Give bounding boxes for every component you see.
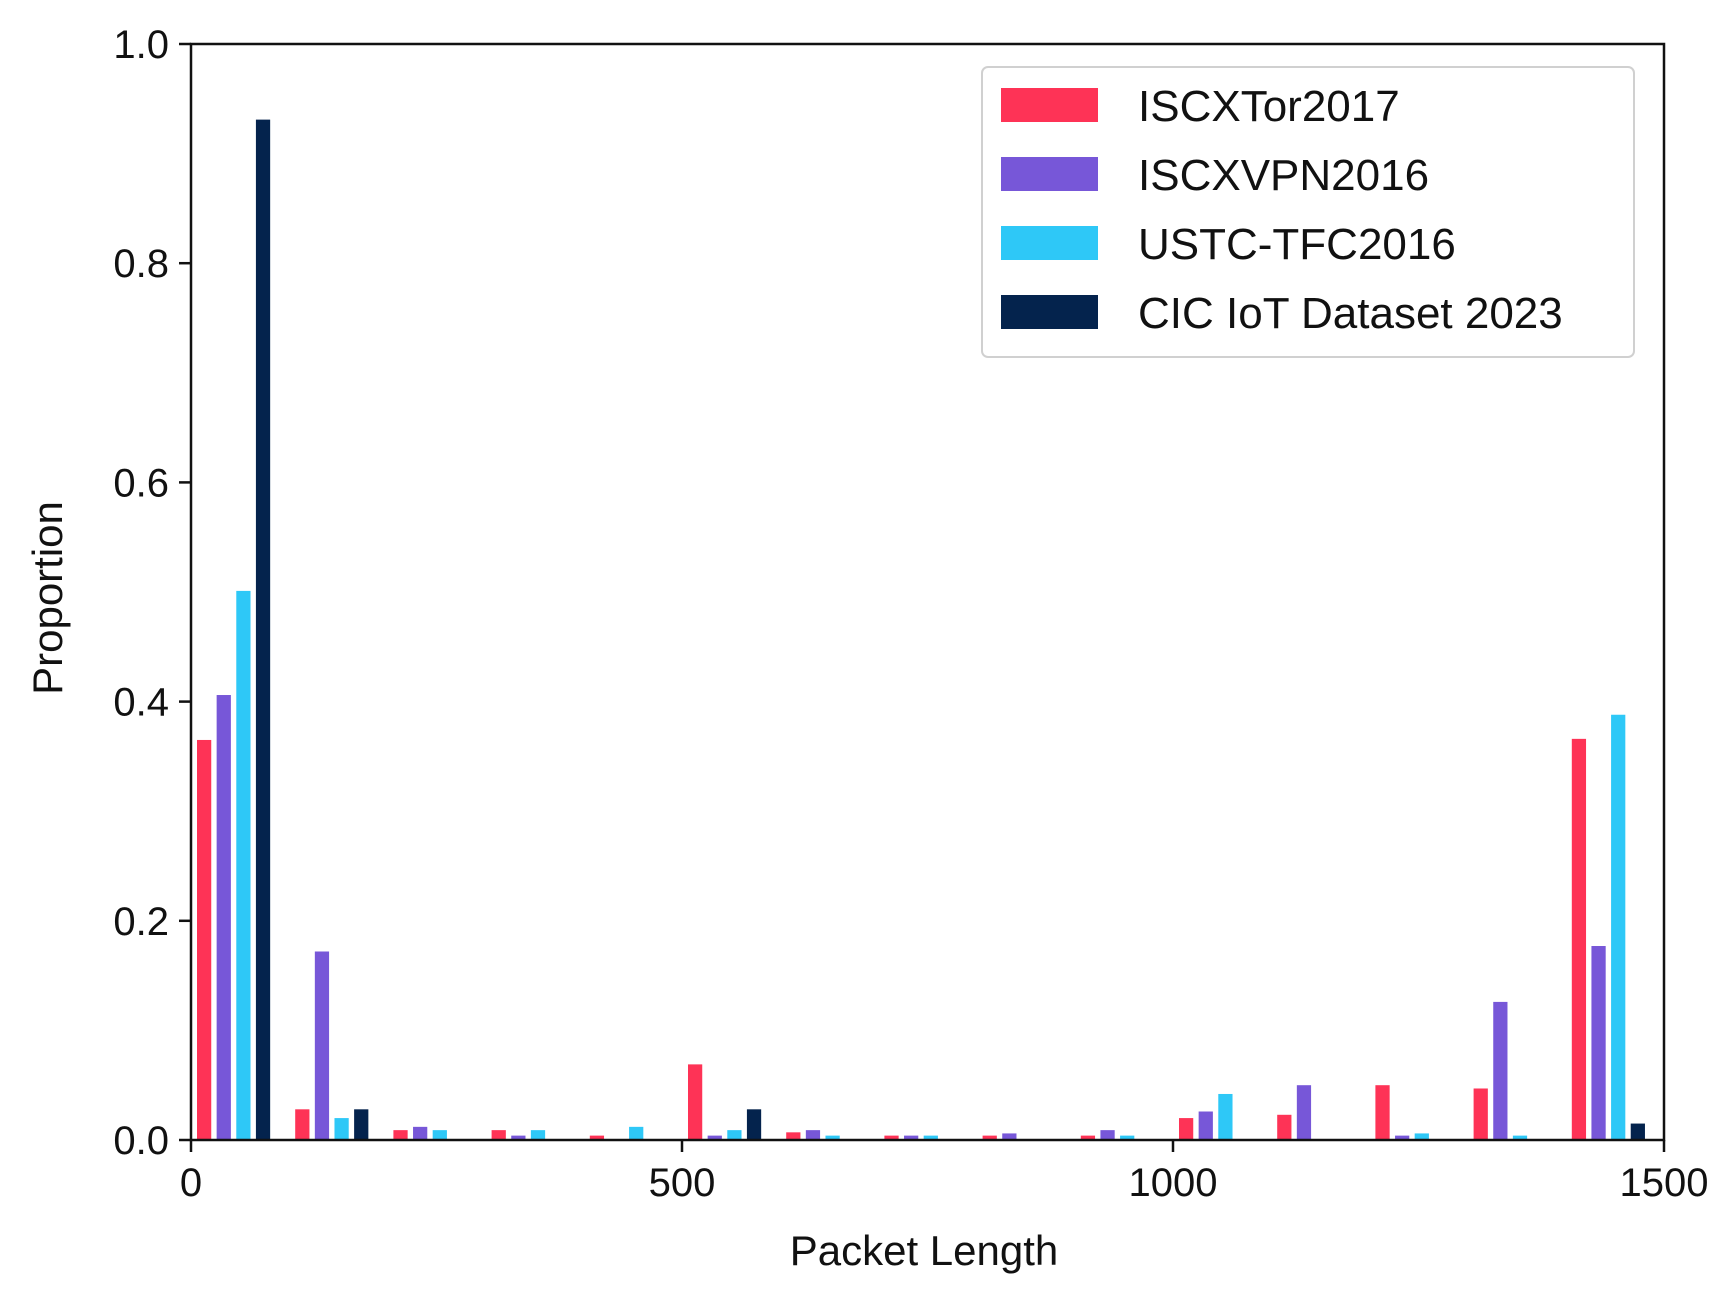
bar-iscxtor2017-bin-3 <box>491 1130 506 1140</box>
x-tick-label: 0 <box>180 1161 202 1205</box>
legend-label-ustc-tfc2016: USTC-TFC2016 <box>1138 220 1456 269</box>
bar-cic-iot-dataset-2023-bin-5 <box>746 1109 762 1140</box>
bar-iscxtor2017-bin-6 <box>786 1132 801 1140</box>
y-tick-label: 0.4 <box>113 681 169 725</box>
x-axis-title: Packet Length <box>790 1227 1059 1274</box>
bar-cic-iot-dataset-2023-bin-14 <box>1630 1123 1645 1140</box>
bar-ustc-tfc2016-bin-3 <box>530 1130 546 1140</box>
bar-iscxvpn2016-bin-14 <box>1591 946 1606 1140</box>
bar-iscxtor2017-bin-2 <box>393 1130 408 1140</box>
bar-iscxvpn2016-bin-2 <box>413 1126 428 1140</box>
plot-frame <box>189 42 1666 1142</box>
bar-iscxvpn2016-bin-6 <box>805 1130 821 1140</box>
y-tick-label: 0.6 <box>113 461 169 505</box>
bar-cic-iot-dataset-2023-bin-1 <box>354 1109 369 1140</box>
bar-ustc-tfc2016-bin-2 <box>432 1130 447 1140</box>
legend-label-cic-iot-dataset-2023: CIC IoT Dataset 2023 <box>1138 289 1563 338</box>
bar-ustc-tfc2016-bin-14 <box>1611 714 1626 1140</box>
bar-iscxtor2017-bin-10 <box>1179 1118 1194 1140</box>
bar-iscxtor2017-bin-0 <box>197 739 212 1140</box>
bar-iscxtor2017-bin-5 <box>688 1064 703 1140</box>
bar-ustc-tfc2016-bin-0 <box>236 590 251 1140</box>
y-tick-label: 0.0 <box>113 1119 169 1163</box>
bar-ustc-tfc2016-bin-1 <box>334 1118 349 1140</box>
bar-ustc-tfc2016-bin-7 <box>923 1135 938 1140</box>
bars-layer <box>197 119 1645 1141</box>
bar-ustc-tfc2016-bin-4 <box>629 1126 644 1140</box>
legend-swatch-ustc-tfc2016 <box>1001 226 1098 260</box>
bar-iscxtor2017-bin-14 <box>1571 738 1587 1140</box>
y-tick-label: 0.2 <box>113 900 169 944</box>
x-tick-label: 500 <box>649 1161 716 1205</box>
bar-iscxtor2017-bin-7 <box>884 1135 899 1140</box>
bar-ustc-tfc2016-bin-9 <box>1120 1135 1135 1140</box>
legend-label-iscxvpn2016: ISCXVPN2016 <box>1138 151 1429 200</box>
bar-iscxvpn2016-bin-9 <box>1100 1130 1115 1140</box>
bar-ustc-tfc2016-bin-5 <box>727 1130 742 1140</box>
legend-swatch-iscxvpn2016 <box>1001 157 1098 191</box>
bar-iscxvpn2016-bin-12 <box>1395 1135 1410 1140</box>
bar-iscxtor2017-bin-1 <box>295 1109 310 1140</box>
bar-ustc-tfc2016-bin-10 <box>1218 1093 1233 1140</box>
bar-iscxtor2017-bin-8 <box>982 1135 997 1140</box>
bar-ustc-tfc2016-bin-13 <box>1512 1135 1528 1140</box>
bar-cic-iot-dataset-2023-bin-0 <box>255 119 271 1141</box>
bar-iscxtor2017-bin-11 <box>1277 1114 1292 1140</box>
bar-iscxvpn2016-bin-0 <box>216 695 231 1140</box>
bar-iscxvpn2016-bin-1 <box>314 951 330 1140</box>
x-tick-label: 1000 <box>1129 1161 1218 1205</box>
bar-iscxtor2017-bin-4 <box>589 1135 605 1140</box>
legend: ISCXTor2017 ISCXVPN2016 USTC-TFC2016 CIC Io… <box>981 66 1635 358</box>
bar-iscxvpn2016-bin-7 <box>904 1135 919 1140</box>
bar-iscxvpn2016-bin-3 <box>511 1135 526 1140</box>
bar-iscxvpn2016-bin-13 <box>1493 1001 1508 1140</box>
bar-ustc-tfc2016-bin-12 <box>1414 1133 1429 1140</box>
legend-swatch-iscxtor2017 <box>1001 88 1098 122</box>
y-tick-label: 1.0 <box>113 23 169 67</box>
legend-box <box>981 66 1635 358</box>
y-axis-title: Proportion <box>24 501 71 695</box>
bar-iscxvpn2016-bin-8 <box>1002 1133 1017 1140</box>
bar-ustc-tfc2016-bin-6 <box>825 1135 840 1140</box>
bar-iscxvpn2016-bin-10 <box>1198 1111 1213 1140</box>
bar-iscxtor2017-bin-13 <box>1473 1088 1488 1140</box>
legend-swatch-cic-iot-dataset-2023 <box>1001 295 1098 329</box>
legend-label-iscxtor2017: ISCXTor2017 <box>1138 82 1400 131</box>
bar-iscxvpn2016-bin-5 <box>707 1135 722 1140</box>
x-tick-label: 1500 <box>1620 1161 1709 1205</box>
bar-iscxtor2017-bin-9 <box>1080 1135 1096 1140</box>
bar-iscxvpn2016-bin-11 <box>1296 1085 1312 1140</box>
axes-layer <box>189 42 1666 1142</box>
bar-iscxtor2017-bin-12 <box>1375 1085 1390 1140</box>
y-tick-label: 0.8 <box>113 242 169 286</box>
ticks-layer: 0 500 1000 1500 0.0 0.2 0.4 0.6 0.8 1.0 <box>113 23 1708 1205</box>
